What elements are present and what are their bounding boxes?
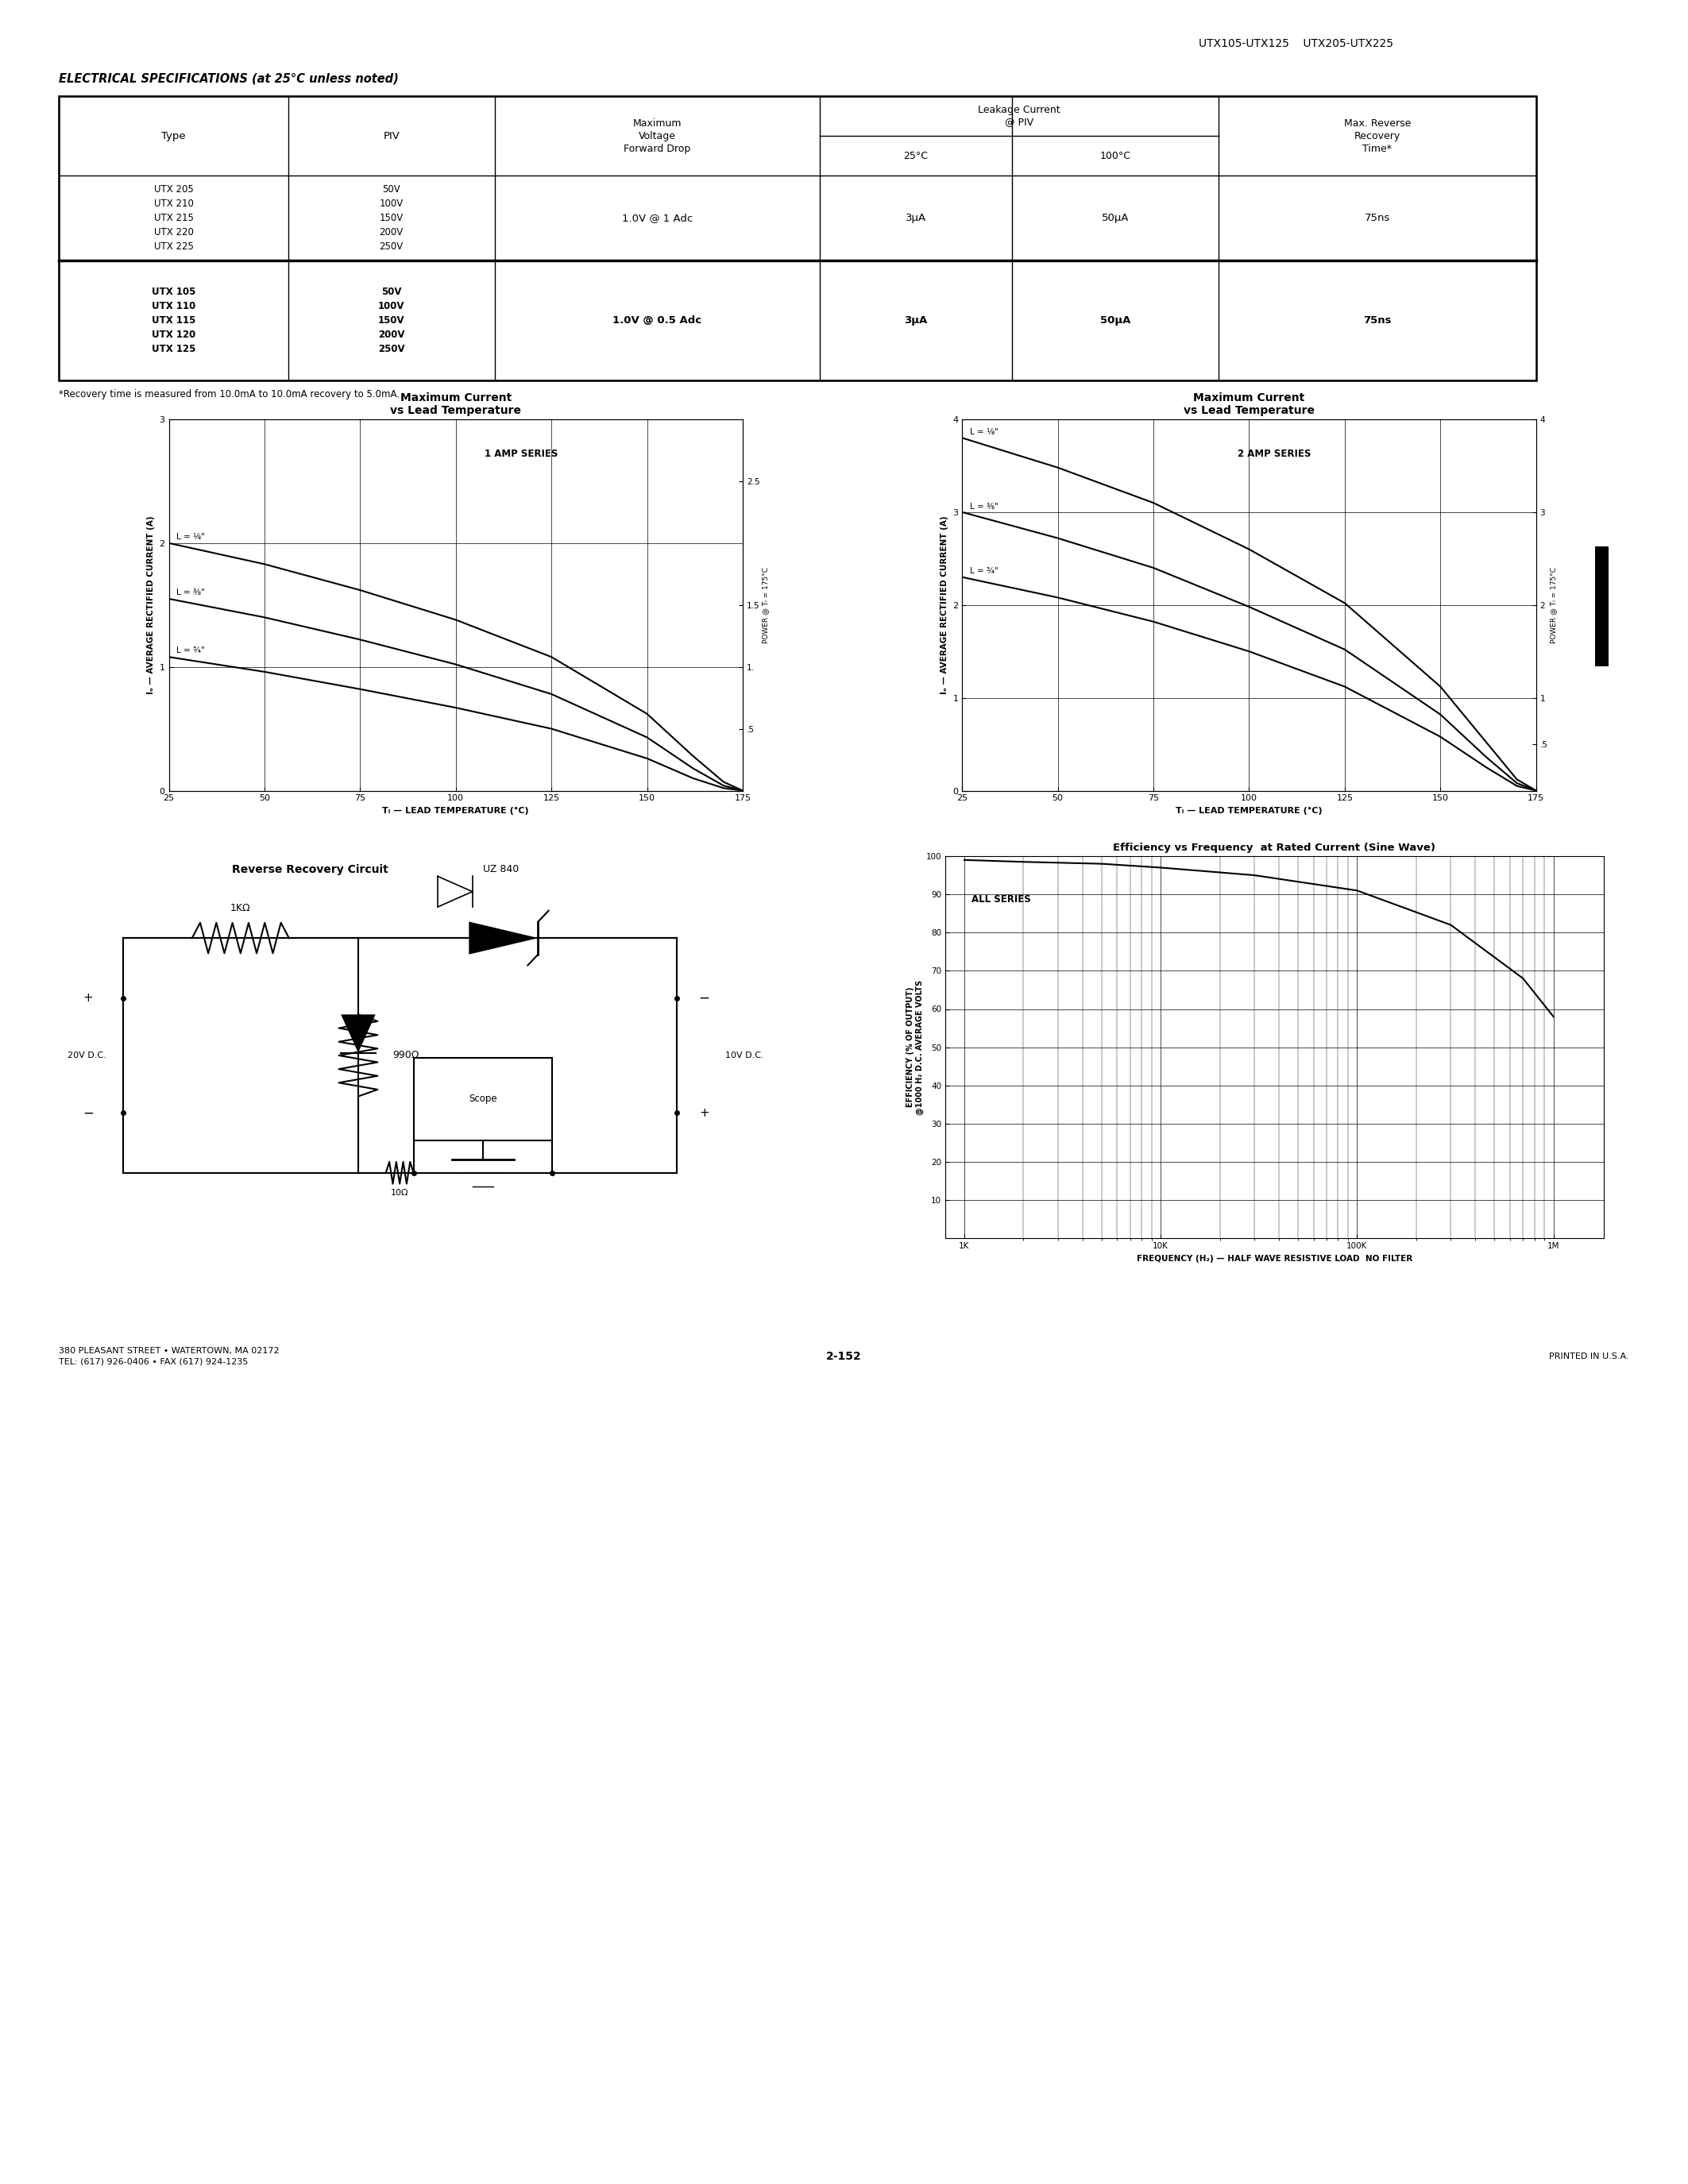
Text: L = ¾": L = ¾" [971,568,998,574]
Text: Maximum
Voltage
Forward Drop: Maximum Voltage Forward Drop [625,118,690,153]
Y-axis label: POWER @ Tₗ = 175°C: POWER @ Tₗ = 175°C [1550,568,1558,642]
Text: −: − [699,992,709,1005]
Text: Leakage Current
@ PIV: Leakage Current @ PIV [977,105,1060,127]
Text: −: − [83,1105,95,1120]
X-axis label: Tₗ — LEAD TEMPERATURE (°C): Tₗ — LEAD TEMPERATURE (°C) [1177,806,1322,815]
Text: 990Ω: 990Ω [393,1051,419,1061]
Text: 50V
100V
150V
200V
250V: 50V 100V 150V 200V 250V [380,183,403,251]
Text: 2 AMP SERIES: 2 AMP SERIES [1237,448,1312,459]
Text: ELECTRICAL SPECIFICATIONS (at 25°C unless noted): ELECTRICAL SPECIFICATIONS (at 25°C unles… [59,72,398,85]
Text: 75ns: 75ns [1364,214,1391,223]
Text: 10V D.C.: 10V D.C. [726,1051,763,1059]
Text: PRINTED IN U.S.A.: PRINTED IN U.S.A. [1550,1352,1629,1361]
X-axis label: Tₗ — LEAD TEMPERATURE (°C): Tₗ — LEAD TEMPERATURE (°C) [383,806,528,815]
Text: Type: Type [162,131,186,142]
Title: Maximum Current
vs Lead Temperature: Maximum Current vs Lead Temperature [390,393,522,417]
Text: +: + [83,992,93,1005]
Text: 75ns: 75ns [1364,314,1391,325]
Text: UTX 205
UTX 210
UTX 215
UTX 220
UTX 225: UTX 205 UTX 210 UTX 215 UTX 220 UTX 225 [154,183,194,251]
Y-axis label: Iₒ — AVERAGE RECTIFIED CURRENT (A): Iₒ — AVERAGE RECTIFIED CURRENT (A) [940,515,949,695]
Polygon shape [469,922,538,954]
Text: L = ¾": L = ¾" [177,646,204,655]
Text: UZ 840: UZ 840 [483,865,518,874]
Text: 3μA: 3μA [905,214,927,223]
Text: 2-152: 2-152 [825,1350,863,1363]
Title: Maximum Current
vs Lead Temperature: Maximum Current vs Lead Temperature [1183,393,1315,417]
Text: 380 PLEASANT STREET • WATERTOWN, MA 02172
TEL: (617) 926-0406 • FAX (617) 924-12: 380 PLEASANT STREET • WATERTOWN, MA 0217… [59,1348,280,1365]
Text: Scope: Scope [469,1094,496,1105]
Text: +: + [699,1107,709,1118]
Text: UTX105-UTX125    UTX205-UTX225: UTX105-UTX125 UTX205-UTX225 [1198,37,1393,50]
Text: 1.0V @ 1 Adc: 1.0V @ 1 Adc [621,214,692,223]
Text: PIV: PIV [383,131,400,142]
X-axis label: FREQUENCY (H₂) — HALF WAVE RESISTIVE LOAD  NO FILTER: FREQUENCY (H₂) — HALF WAVE RESISTIVE LOA… [1136,1254,1413,1262]
Text: 20V D.C.: 20V D.C. [68,1051,106,1059]
Text: Max. Reverse
Recovery
Time*: Max. Reverse Recovery Time* [1344,118,1411,153]
Text: 50μA: 50μA [1101,314,1131,325]
Text: 50μA: 50μA [1102,214,1129,223]
Polygon shape [341,1013,375,1053]
Text: L = ⅜": L = ⅜" [177,587,204,596]
Bar [414,1059,552,1140]
Text: ALL SERIES: ALL SERIES [972,893,1031,904]
Text: 1KΩ: 1KΩ [230,904,252,913]
Text: 10Ω: 10Ω [392,1188,408,1197]
Text: 100°C: 100°C [1099,151,1131,162]
Title: Efficiency vs Frequency  at Rated Current (Sine Wave): Efficiency vs Frequency at Rated Current… [1112,843,1436,854]
Text: 25°C: 25°C [903,151,928,162]
Text: 1.0V @ 0.5 Adc: 1.0V @ 0.5 Adc [613,314,702,325]
Text: L = ⅛": L = ⅛" [971,428,998,437]
Text: Reverse Recovery Circuit: Reverse Recovery Circuit [231,865,388,876]
Text: 50V
100V
150V
200V
250V: 50V 100V 150V 200V 250V [378,286,405,354]
Text: *Recovery time is measured from 10.0mA to 10.0mA recovery to 5.0mA.: *Recovery time is measured from 10.0mA t… [59,389,400,400]
Text: 1 AMP SERIES: 1 AMP SERIES [484,448,557,459]
Text: L = ⅛": L = ⅛" [177,533,204,542]
Text: L = ⅜": L = ⅜" [971,502,998,511]
Y-axis label: POWER @ Tₗ = 175°C: POWER @ Tₗ = 175°C [761,568,770,642]
Text: UTX 105
UTX 110
UTX 115
UTX 120
UTX 125: UTX 105 UTX 110 UTX 115 UTX 120 UTX 125 [152,286,196,354]
Text: 3μA: 3μA [905,314,927,325]
Y-axis label: EFFICIENCY (% OF OUTPUT)
@1000 H₂ D.C. AVERAGE VOLTS: EFFICIENCY (% OF OUTPUT) @1000 H₂ D.C. A… [906,981,923,1114]
Y-axis label: Iₒ — AVERAGE RECTIFIED CURRENT (A): Iₒ — AVERAGE RECTIFIED CURRENT (A) [147,515,155,695]
